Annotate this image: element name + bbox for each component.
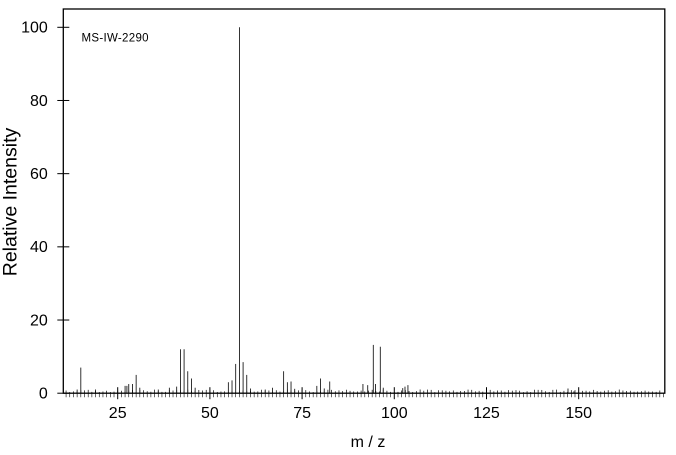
svg-text:75: 75	[293, 405, 311, 422]
svg-text:100: 100	[21, 20, 48, 37]
svg-text:40: 40	[30, 239, 48, 256]
svg-text:m / z: m / z	[351, 434, 386, 451]
svg-text:100: 100	[381, 405, 408, 422]
svg-text:0: 0	[39, 386, 48, 403]
svg-text:MS-IW-2290: MS-IW-2290	[82, 33, 149, 45]
svg-text:20: 20	[30, 312, 48, 329]
svg-text:50: 50	[201, 405, 219, 422]
svg-text:80: 80	[30, 93, 48, 110]
svg-text:125: 125	[473, 405, 500, 422]
svg-text:60: 60	[30, 166, 48, 183]
svg-text:150: 150	[565, 405, 592, 422]
svg-text:25: 25	[109, 405, 127, 422]
svg-text:Relative Intensity: Relative Intensity	[0, 128, 22, 277]
